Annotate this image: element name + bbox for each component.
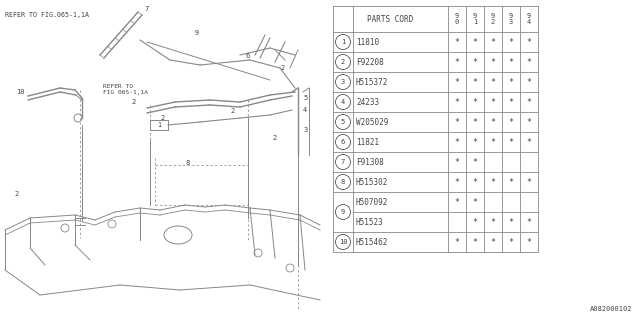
Text: F92208: F92208 — [356, 58, 384, 67]
Text: 8: 8 — [341, 179, 345, 185]
Text: 4: 4 — [303, 107, 307, 113]
Text: 24233: 24233 — [356, 98, 379, 107]
Text: H515372: H515372 — [356, 77, 388, 86]
Text: 3: 3 — [341, 79, 345, 85]
Text: *: * — [472, 197, 477, 206]
Text: *: * — [490, 138, 495, 147]
Text: 9: 9 — [341, 209, 345, 215]
Text: REFER TO
FIG 065-1,1A: REFER TO FIG 065-1,1A — [103, 84, 148, 95]
Text: *: * — [509, 138, 513, 147]
Text: *: * — [509, 218, 513, 227]
Text: 7: 7 — [341, 159, 345, 165]
Text: PARTS CORD: PARTS CORD — [367, 14, 413, 23]
Text: 6: 6 — [341, 139, 345, 145]
Text: *: * — [454, 197, 460, 206]
Text: 4: 4 — [341, 99, 345, 105]
Text: *: * — [509, 37, 513, 46]
Text: *: * — [472, 77, 477, 86]
Text: *: * — [527, 77, 531, 86]
Text: *: * — [490, 58, 495, 67]
Text: 2: 2 — [161, 115, 165, 121]
Text: *: * — [490, 237, 495, 246]
Text: 7: 7 — [144, 6, 148, 12]
Text: *: * — [472, 237, 477, 246]
Text: H51523: H51523 — [356, 218, 384, 227]
Text: *: * — [472, 178, 477, 187]
Text: *: * — [527, 37, 531, 46]
Text: 9
4: 9 4 — [527, 13, 531, 25]
Text: *: * — [509, 77, 513, 86]
Text: 2: 2 — [132, 99, 136, 105]
Text: A082000102: A082000102 — [589, 306, 632, 312]
Text: *: * — [454, 178, 460, 187]
Text: *: * — [490, 218, 495, 227]
Text: *: * — [509, 178, 513, 187]
Text: 11810: 11810 — [356, 37, 379, 46]
Text: 5: 5 — [341, 119, 345, 125]
Text: *: * — [527, 218, 531, 227]
Text: W205029: W205029 — [356, 117, 388, 126]
Text: 9
2: 9 2 — [491, 13, 495, 25]
Text: *: * — [527, 58, 531, 67]
Text: 2: 2 — [341, 59, 345, 65]
Text: *: * — [472, 37, 477, 46]
Text: *: * — [472, 157, 477, 166]
Text: *: * — [490, 77, 495, 86]
Text: *: * — [454, 157, 460, 166]
Text: *: * — [490, 178, 495, 187]
Text: *: * — [454, 58, 460, 67]
Text: *: * — [490, 117, 495, 126]
Text: *: * — [454, 138, 460, 147]
Text: H515302: H515302 — [356, 178, 388, 187]
Text: 6: 6 — [246, 53, 250, 59]
Text: *: * — [509, 117, 513, 126]
Text: *: * — [454, 237, 460, 246]
Text: *: * — [527, 237, 531, 246]
Text: 9
3: 9 3 — [509, 13, 513, 25]
Text: *: * — [472, 58, 477, 67]
Text: *: * — [490, 98, 495, 107]
Text: 9: 9 — [195, 30, 199, 36]
Text: 2: 2 — [272, 135, 276, 141]
Text: 9
1: 9 1 — [473, 13, 477, 25]
Text: 9
0: 9 0 — [455, 13, 459, 25]
Text: *: * — [527, 138, 531, 147]
Text: 10: 10 — [16, 89, 24, 95]
Text: *: * — [454, 37, 460, 46]
Text: *: * — [454, 117, 460, 126]
Text: 5: 5 — [303, 95, 307, 101]
Text: *: * — [454, 77, 460, 86]
Text: F91308: F91308 — [356, 157, 384, 166]
Text: 2: 2 — [231, 108, 235, 114]
Text: 10: 10 — [339, 239, 348, 245]
Text: *: * — [472, 138, 477, 147]
Text: H507092: H507092 — [356, 197, 388, 206]
Text: 1: 1 — [341, 39, 345, 45]
Text: H515462: H515462 — [356, 237, 388, 246]
Text: *: * — [472, 98, 477, 107]
Text: 2: 2 — [15, 191, 19, 197]
Text: *: * — [454, 98, 460, 107]
Text: *: * — [527, 117, 531, 126]
Text: 11821: 11821 — [356, 138, 379, 147]
Text: 3: 3 — [304, 127, 308, 133]
Text: *: * — [509, 58, 513, 67]
Text: 8: 8 — [186, 160, 190, 166]
Text: 2: 2 — [281, 65, 285, 71]
Text: *: * — [509, 98, 513, 107]
Text: *: * — [509, 237, 513, 246]
Text: *: * — [472, 117, 477, 126]
Text: *: * — [472, 218, 477, 227]
Text: *: * — [527, 178, 531, 187]
Text: *: * — [527, 98, 531, 107]
Text: 1: 1 — [157, 122, 161, 128]
Text: REFER TO FIG.065-1,1A: REFER TO FIG.065-1,1A — [5, 12, 89, 18]
Text: *: * — [490, 37, 495, 46]
